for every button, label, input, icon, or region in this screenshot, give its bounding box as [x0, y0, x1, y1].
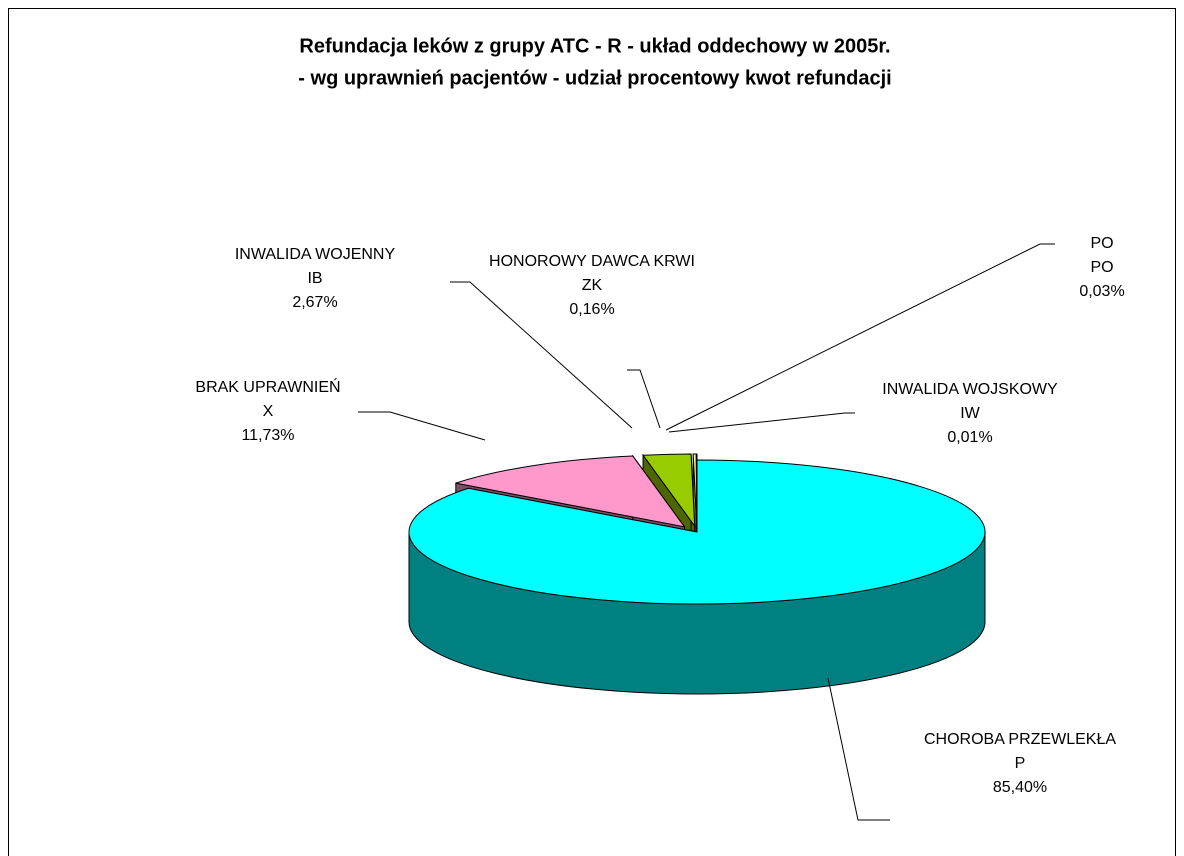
- value-label: 11,73%: [241, 427, 294, 444]
- leader-line: [668, 412, 855, 433]
- slice-top: [692, 453, 698, 527]
- category-label: CHOROBA PRZEWLEKŁA: [924, 731, 1116, 748]
- chart-title: - wg uprawnień pacjentów - udział procen…: [298, 67, 891, 89]
- category-code: ZK: [582, 277, 603, 294]
- category-code: X: [263, 403, 274, 420]
- category-label: INWALIDA WOJENNY: [235, 246, 396, 263]
- leader-line: [627, 369, 661, 429]
- category-label: INWALIDA WOJSKOWY: [882, 381, 1058, 398]
- slice: [408, 459, 986, 695]
- category-label: HONOROWY DAWCA KRWI: [489, 253, 695, 270]
- chart-frame: [8, 8, 1176, 856]
- value-label: 0,16%: [569, 301, 614, 318]
- leader-line: [827, 677, 890, 821]
- value-label: 0,01%: [947, 429, 992, 446]
- slice-top: [408, 459, 986, 605]
- slice-top: [455, 455, 686, 528]
- slice-top: [642, 453, 696, 528]
- category-label: BRAK UPRAWNIEŃ: [195, 377, 340, 396]
- value-label: 2,67%: [292, 294, 337, 311]
- category-code: PO: [1090, 259, 1113, 276]
- category-code: P: [1015, 755, 1026, 772]
- leader-line: [450, 281, 633, 429]
- category-code: IB: [307, 270, 322, 287]
- category-code: IW: [960, 405, 980, 422]
- leader-line: [358, 411, 486, 441]
- category-label: PO: [1090, 235, 1113, 252]
- leader-line: [665, 243, 1055, 431]
- value-label: 85,40%: [993, 779, 1047, 796]
- chart-title: Refundacja leków z grupy ATC - R - układ…: [299, 35, 890, 57]
- value-label: 0,03%: [1079, 283, 1124, 300]
